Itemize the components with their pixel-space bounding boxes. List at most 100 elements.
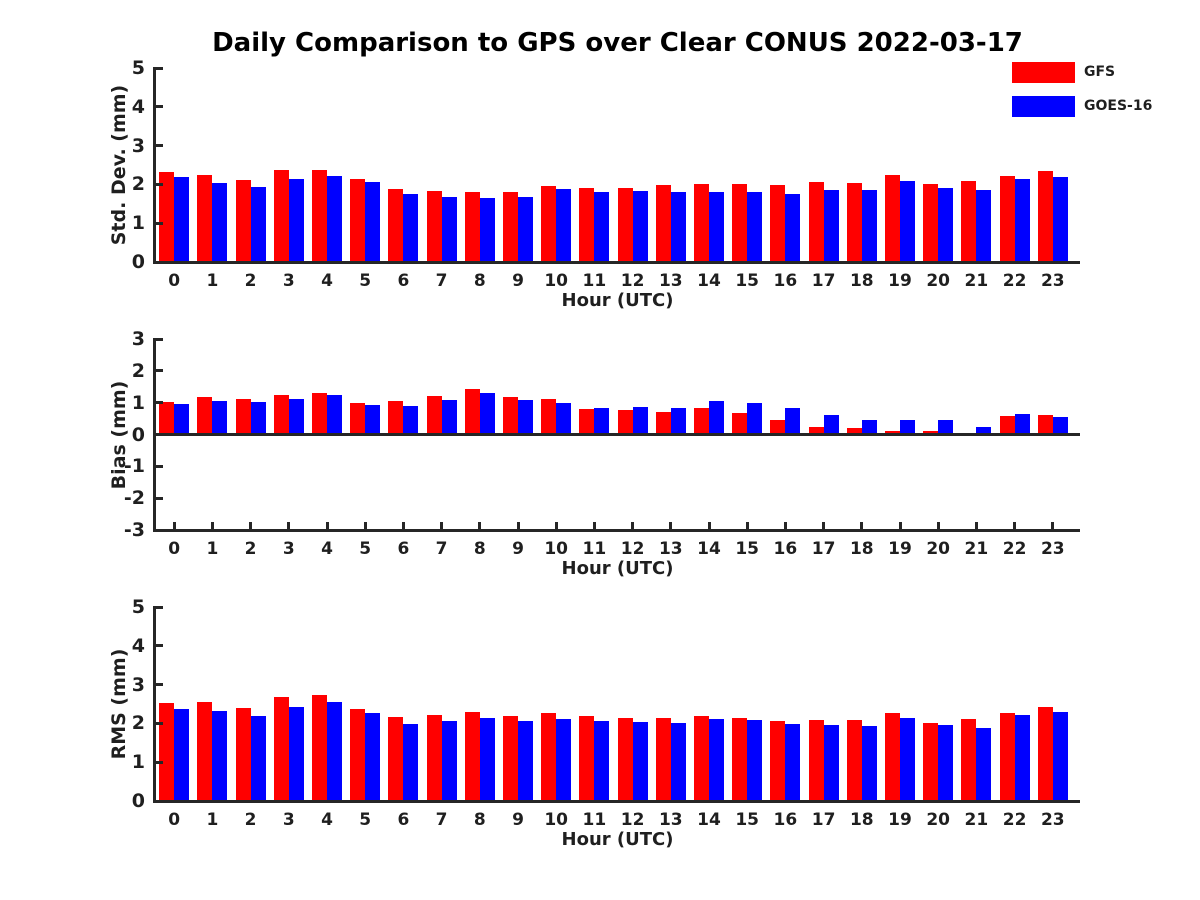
- bar-gfs-hour-12: [617, 718, 633, 801]
- bias-x-tick-label: 19: [888, 539, 912, 559]
- rms-y-tick-mark: [155, 605, 163, 609]
- bar-goes16-hour-0: [174, 403, 190, 435]
- stddev-x-tick-label: 14: [697, 271, 721, 291]
- bias-x-tick-mark: [936, 522, 940, 530]
- bar-goes16-hour-13: [670, 192, 686, 262]
- bar-goes16-hour-17: [823, 415, 839, 435]
- bias-x-tick-mark: [974, 522, 978, 530]
- bar-goes16-hour-5: [365, 181, 381, 262]
- bar-gfs-hour-6: [388, 401, 404, 435]
- stddev-x-tick-label: 6: [397, 271, 410, 291]
- stddev-y-tick-label: 1: [131, 212, 145, 235]
- bar-goes16-hour-6: [403, 194, 419, 262]
- bar-goes16-hour-5: [365, 405, 381, 435]
- stddev-x-tick-label: 4: [321, 271, 333, 291]
- rms-bottom-spine: [153, 799, 1080, 803]
- rms-y-tick-label: 1: [131, 751, 145, 774]
- bar-goes16-hour-5: [365, 712, 381, 801]
- bar-goes16-hour-16: [785, 194, 801, 262]
- rms-x-tick-label: 1: [206, 810, 219, 830]
- bar-gfs-hour-20: [923, 431, 939, 435]
- stddev-x-tick-label: 8: [473, 271, 486, 291]
- bar-gfs-hour-19: [885, 175, 900, 262]
- stddev-x-tick-label: 13: [658, 271, 683, 291]
- bar-goes16-hour-4: [327, 175, 342, 262]
- rms-y-tick-mark: [155, 721, 163, 725]
- stddev-x-tick-label: 5: [359, 271, 372, 291]
- stddev-y-tick-label: 5: [131, 57, 145, 79]
- rms-x-tick-label: 7: [435, 810, 448, 830]
- bar-gfs-hour-17: [808, 720, 824, 801]
- bar-gfs-hour-21: [961, 181, 977, 262]
- bias-x-tick-mark: [745, 522, 749, 530]
- bar-gfs-hour-16: [770, 185, 786, 262]
- bar-goes16-hour-20: [938, 419, 954, 435]
- rms-x-tick-label: 19: [888, 810, 912, 830]
- rms-x-tick-label: 18: [849, 810, 874, 830]
- stddev-x-tick-label: 3: [282, 271, 295, 291]
- rms-y-tick-mark: [155, 644, 163, 648]
- rms-x-tick-label: 23: [1040, 810, 1065, 830]
- bar-goes16-hour-10: [556, 189, 572, 262]
- bar-gfs-hour-19: [885, 430, 900, 435]
- bar-gfs-hour-0: [159, 402, 175, 435]
- bias-x-tick-label: 16: [773, 539, 798, 559]
- bias-x-tick-mark: [1051, 522, 1055, 530]
- bias-x-tick-label: 18: [849, 539, 874, 559]
- bar-goes16-hour-6: [403, 723, 419, 801]
- bar-goes16-hour-3: [288, 707, 304, 801]
- rms-x-tick-label: 6: [397, 810, 410, 830]
- bar-goes16-hour-20: [938, 724, 954, 801]
- bar-goes16-hour-0: [174, 708, 190, 801]
- rms-x-tick-label: 12: [620, 810, 645, 830]
- bar-gfs-hour-7: [426, 395, 442, 435]
- rms-x-tick-label: 14: [697, 810, 721, 830]
- bar-goes16-hour-14: [709, 192, 724, 262]
- bar-goes16-hour-19: [900, 180, 915, 262]
- stddev-x-tick-label: 9: [512, 271, 524, 291]
- bias-x-tick-label: 23: [1040, 539, 1065, 559]
- stddev-x-tick-label: 12: [620, 271, 645, 291]
- bias-x-tick-label: 8: [473, 539, 486, 559]
- rms-y-tick-label: 0: [131, 790, 145, 812]
- stddev-y-tick-label: 2: [131, 173, 145, 196]
- bias-y-tick-mark: [155, 496, 163, 500]
- bar-goes16-hour-15: [747, 402, 763, 435]
- bias-x-tick-mark: [516, 522, 520, 530]
- stddev-y-tick-mark: [155, 221, 163, 225]
- stddev-x-tick-label: 10: [544, 271, 569, 291]
- bar-gfs-hour-4: [312, 392, 327, 435]
- bias-left-spine: [153, 338, 156, 532]
- bar-gfs-hour-14: [694, 715, 709, 801]
- chart-title: Daily Comparison to GPS over Clear CONUS…: [212, 28, 1023, 58]
- bias-y-tick-label: 1: [131, 391, 145, 414]
- bar-goes16-hour-20: [938, 188, 954, 262]
- bar-gfs-hour-16: [770, 419, 786, 435]
- bar-gfs-hour-23: [1037, 415, 1053, 435]
- rms-y-tick-mark: [155, 683, 163, 687]
- stddev-y-tick-mark: [155, 260, 163, 264]
- stddev-x-axis-label: Hour (UTC): [561, 290, 674, 311]
- bias-x-tick-label: 15: [735, 539, 760, 559]
- bar-goes16-hour-10: [556, 402, 572, 435]
- bar-goes16-hour-16: [785, 408, 801, 435]
- bias-bottom-spine: [153, 528, 1080, 532]
- bar-goes16-hour-0: [174, 177, 190, 262]
- rms-y-tick-mark: [155, 799, 163, 803]
- rms-y-tick-label: 2: [131, 712, 145, 735]
- rms-x-tick-label: 0: [168, 810, 181, 830]
- rms-x-axis-label: Hour (UTC): [561, 829, 674, 850]
- bar-gfs-hour-8: [464, 711, 480, 801]
- stddev-x-tick-label: 20: [926, 271, 951, 291]
- bar-goes16-hour-1: [212, 182, 228, 262]
- bar-gfs-hour-18: [846, 182, 862, 262]
- bar-gfs-hour-10: [541, 713, 557, 801]
- bar-goes16-hour-13: [670, 408, 686, 435]
- bar-goes16-hour-22: [1014, 414, 1030, 435]
- bar-goes16-hour-3: [288, 398, 304, 435]
- bar-gfs-hour-3: [273, 697, 289, 801]
- bias-y-tick-mark: [155, 401, 163, 405]
- bias-x-tick-mark: [1013, 522, 1017, 530]
- rms-x-tick-label: 5: [359, 810, 372, 830]
- bar-goes16-hour-15: [747, 720, 763, 801]
